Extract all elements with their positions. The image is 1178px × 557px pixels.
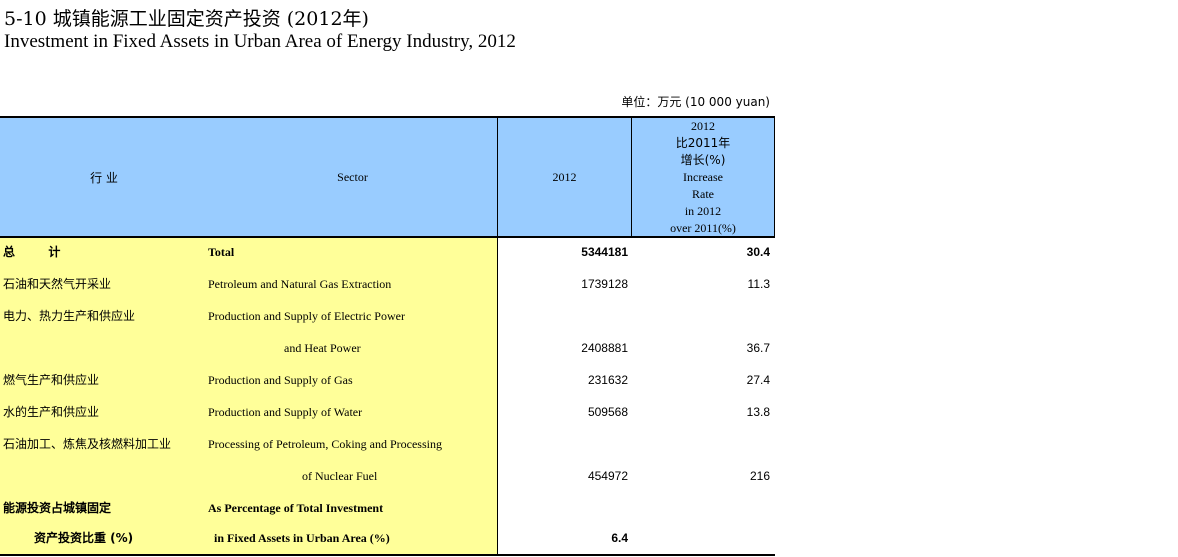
table-header [0,118,775,236]
column-divider [631,116,632,238]
row-increase-rate: 216 [749,469,770,483]
column-divider [497,116,498,556]
investment-table: 行 业 Sector 2012 2012 比2011年 增长(%) Increa… [0,116,775,556]
row-industry-cn: 燃气生产和供应业 [3,373,100,387]
row-industry-cn: 资产投资比重 (%) [34,531,134,545]
header-rule [0,236,775,238]
header-increase-rate: 2012 比2011年 增长(%) Increase Rate in 2012 … [632,118,774,236]
unit-label: 单位：万元 (10 000 yuan) [621,95,770,109]
row-increase-rate [633,300,770,332]
row-industry-cn: 总 计 [3,245,61,259]
row-increase-rate [633,428,770,460]
table-row: and Heat Power 2408881 36.7 [0,332,775,364]
row-value-2012: 231632 [587,373,628,387]
row-sector-en: Total [208,245,235,259]
table-row: 石油和天然气开采业 Petroleum and Natural Gas Extr… [0,268,775,300]
header-sector-en: Sector [337,169,368,184]
header-rate-line: Increase [683,169,723,184]
row-sector-en: Processing of Petroleum, Coking and Proc… [208,437,442,451]
row-sector-en: Production and Supply of Gas [208,373,353,387]
row-value-2012: 509568 [587,405,628,419]
row-value-2012: 1739128 [581,277,628,291]
header-2012: 2012 [552,169,577,184]
row-increase-rate: 36.7 [746,341,770,355]
header-rate-line: 增长(%) [680,152,726,167]
row-increase-rate: 30.4 [746,245,770,259]
row-sector-en: in Fixed Assets in Urban Area (%) [214,531,390,545]
row-value-2012 [500,300,628,332]
row-value-2012 [500,492,628,524]
table-row: of Nuclear Fuel 454972 216 [0,460,775,492]
row-value-2012: 454972 [587,469,628,483]
row-industry-cn: 石油加工、炼焦及核燃料加工业 [3,437,172,451]
row-industry-cn: 水的生产和供应业 [3,405,100,419]
table-row: 水的生产和供应业 Production and Supply of Water … [0,396,775,428]
row-industry-cn: 能源投资占城镇固定 [3,501,112,515]
row-sector-en: Production and Supply of Electric Power [208,309,405,323]
row-sector-en: and Heat Power [284,341,361,355]
table-row: 石油加工、炼焦及核燃料加工业 Processing of Petroleum, … [0,428,775,460]
table-row: 总 计 Total 5344181 30.4 [0,236,775,268]
row-increase-rate: 13.8 [746,405,770,419]
table-bottom-rule [0,554,775,556]
header-rate-line: Rate [692,186,714,201]
table-row: 电力、热力生产和供应业 Production and Supply of Ele… [0,300,775,332]
header-rate-line: in 2012 [684,203,722,218]
table-top-rule [0,116,775,118]
row-value-2012 [500,428,628,460]
row-increase-rate [633,492,770,524]
header-rate-line: over 2011(%) [670,220,736,235]
row-sector-en: of Nuclear Fuel [302,469,378,483]
sector-column-background [0,238,497,554]
title-english: Investment in Fixed Assets in Urban Area… [4,31,516,52]
row-sector-en: Production and Supply of Water [208,405,363,419]
row-increase-rate: 27.4 [746,373,770,387]
row-value-2012: 2408881 [581,341,628,355]
row-increase-rate [633,522,770,554]
row-value-2012: 6.4 [611,531,628,545]
row-sector-en: As Percentage of Total Investment [208,501,384,515]
header-rate-line: 2012 [691,118,715,133]
row-industry-cn: 石油和天然气开采业 [3,277,112,291]
header-industry-cn: 行 业 [90,170,118,185]
table-row: 燃气生产和供应业 Production and Supply of Gas 23… [0,364,775,396]
header-rate-line: 比2011年 [675,135,731,150]
table-row: 资产投资比重 (%) in Fixed Assets in Urban Area… [0,522,775,554]
row-industry-cn: 电力、热力生产和供应业 [3,309,136,323]
row-sector-en: Petroleum and Natural Gas Extraction [208,277,392,291]
row-value-2012: 5344181 [581,245,628,259]
row-increase-rate: 11.3 [747,277,770,291]
column-divider [774,116,775,238]
title-chinese: 5-10 城镇能源工业固定资产投资 (2012年) [4,8,369,30]
table-row: 能源投资占城镇固定 As Percentage of Total Investm… [0,492,775,524]
